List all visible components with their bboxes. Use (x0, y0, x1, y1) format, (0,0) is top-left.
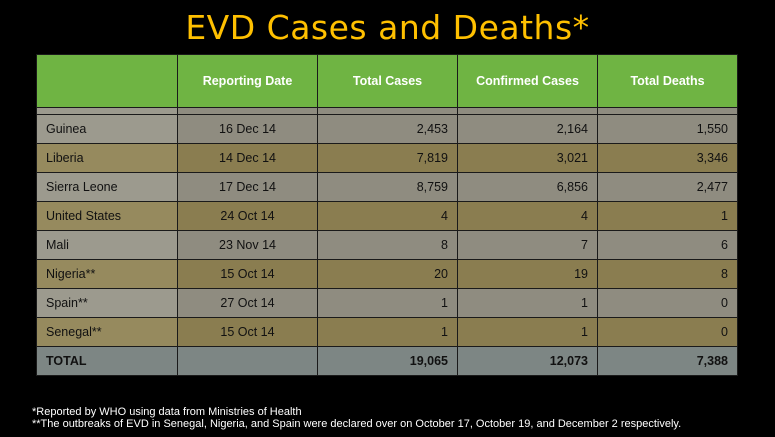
country-cell: Guinea (36, 114, 178, 144)
total-deaths-cell: 1 (597, 201, 738, 231)
total-deaths-cell: 6 (597, 230, 738, 260)
confirmed-cases-cell: 2,164 (457, 114, 598, 144)
table-row: Mali 23 Nov 14 8 7 6 (36, 230, 738, 260)
date-cell: 24 Oct 14 (177, 201, 318, 231)
date-cell: 27 Oct 14 (177, 288, 318, 318)
total-cases-sum: 19,065 (317, 346, 458, 376)
total-deaths-cell: 0 (597, 317, 738, 347)
total-deaths-cell: 8 (597, 259, 738, 289)
total-deaths-cell: 3,346 (597, 143, 738, 173)
evd-table: Reporting Date Total Cases Confirmed Cas… (36, 54, 738, 376)
footnote-who: *Reported by WHO using data from Ministr… (32, 406, 302, 418)
total-cases-cell: 1 (317, 288, 458, 318)
total-cases-cell: 4 (317, 201, 458, 231)
country-cell: Nigeria** (36, 259, 178, 289)
total-cases-cell: 2,453 (317, 114, 458, 144)
date-cell: 16 Dec 14 (177, 114, 318, 144)
confirmed-cases-cell: 3,021 (457, 143, 598, 173)
table-header-row: Reporting Date Total Cases Confirmed Cas… (36, 54, 738, 108)
total-label: TOTAL (36, 346, 178, 376)
confirmed-cases-cell: 1 (457, 288, 598, 318)
table-row: Nigeria** 15 Oct 14 20 19 8 (36, 259, 738, 289)
date-cell: 15 Oct 14 (177, 259, 318, 289)
confirmed-cases-cell: 1 (457, 317, 598, 347)
total-deaths-sum: 7,388 (597, 346, 738, 376)
confirmed-cases-cell: 4 (457, 201, 598, 231)
total-cases-cell: 20 (317, 259, 458, 289)
confirmed-cases-sum: 12,073 (457, 346, 598, 376)
table-row: Liberia 14 Dec 14 7,819 3,021 3,346 (36, 143, 738, 173)
date-cell: 17 Dec 14 (177, 172, 318, 202)
header-reporting-date: Reporting Date (177, 54, 318, 108)
total-deaths-cell: 2,477 (597, 172, 738, 202)
footnotes: *Reported by WHO using data from Ministr… (32, 406, 681, 430)
table-spacer-row (36, 107, 738, 115)
table-row: Sierra Leone 17 Dec 14 8,759 6,856 2,477 (36, 172, 738, 202)
date-cell: 14 Dec 14 (177, 143, 318, 173)
total-deaths-cell: 1,550 (597, 114, 738, 144)
total-cases-cell: 1 (317, 317, 458, 347)
country-cell: Sierra Leone (36, 172, 178, 202)
total-row: TOTAL 19,065 12,073 7,388 (36, 346, 738, 376)
total-cases-cell: 7,819 (317, 143, 458, 173)
total-deaths-cell: 0 (597, 288, 738, 318)
confirmed-cases-cell: 7 (457, 230, 598, 260)
country-cell: Liberia (36, 143, 178, 173)
country-cell: Mali (36, 230, 178, 260)
header-total-cases: Total Cases (317, 54, 458, 108)
date-cell: 23 Nov 14 (177, 230, 318, 260)
footnote-outbreaks: **The outbreaks of EVD in Senegal, Niger… (32, 418, 682, 430)
table-row: United States 24 Oct 14 4 4 1 (36, 201, 738, 231)
table-row: Spain** 27 Oct 14 1 1 0 (36, 288, 738, 318)
confirmed-cases-cell: 19 (457, 259, 598, 289)
header-confirmed-cases: Confirmed Cases (457, 54, 598, 108)
header-country (36, 54, 178, 108)
slide-title: EVD Cases and Deaths* (185, 8, 590, 47)
country-cell: Senegal** (36, 317, 178, 347)
total-cases-cell: 8 (317, 230, 458, 260)
total-cases-cell: 8,759 (317, 172, 458, 202)
confirmed-cases-cell: 6,856 (457, 172, 598, 202)
table-row: Guinea 16 Dec 14 2,453 2,164 1,550 (36, 114, 738, 144)
total-date-cell (177, 346, 318, 376)
table-row: Senegal** 15 Oct 14 1 1 0 (36, 317, 738, 347)
country-cell: United States (36, 201, 178, 231)
country-cell: Spain** (36, 288, 178, 318)
date-cell: 15 Oct 14 (177, 317, 318, 347)
header-total-deaths: Total Deaths (597, 54, 738, 108)
